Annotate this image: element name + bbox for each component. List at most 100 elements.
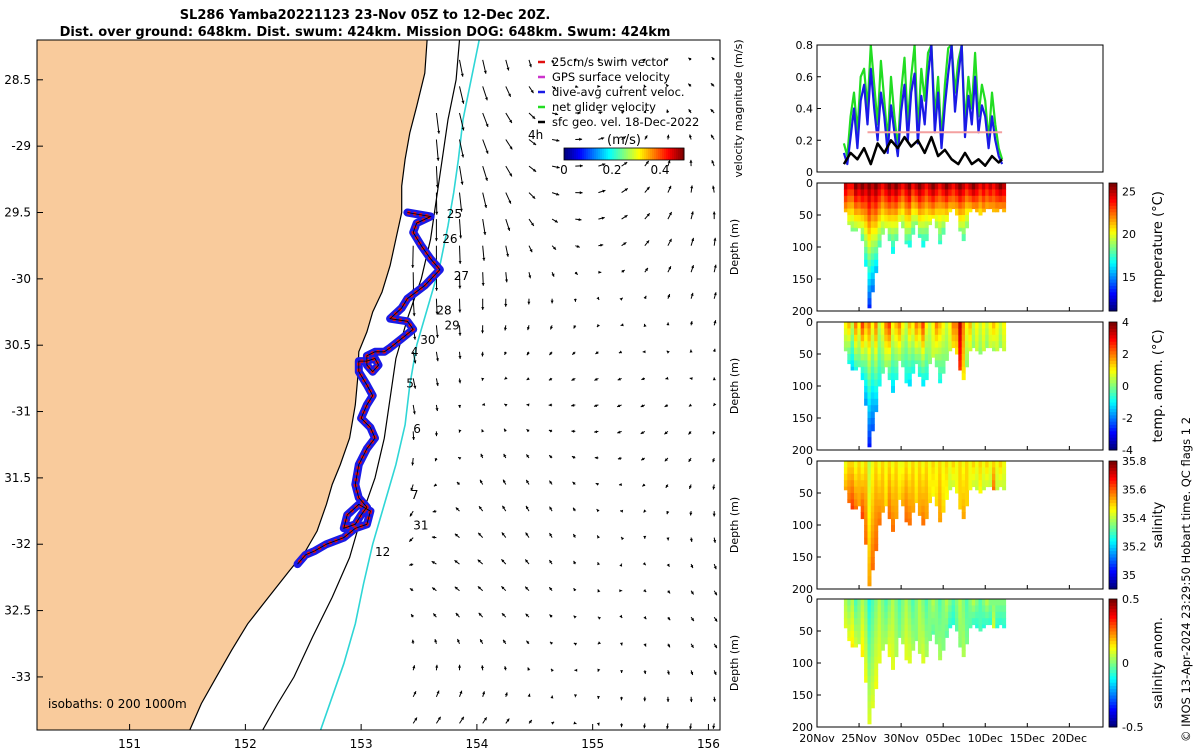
section-cell (911, 360, 916, 368)
section-cell (891, 334, 895, 342)
section-cell (955, 183, 959, 190)
section-cell (924, 473, 929, 481)
section-cell (975, 467, 980, 475)
section-cell (854, 328, 858, 336)
geo-velocity-arrowhead (458, 261, 462, 264)
section-cell (921, 605, 926, 613)
section-cell (965, 605, 969, 613)
section-cell (877, 650, 882, 658)
section-cell (921, 518, 926, 526)
section-cell (928, 631, 932, 638)
section-colorbar-tick-label: 15 (1122, 271, 1136, 284)
section-cell (867, 227, 872, 235)
geo-velocity-arrow (459, 86, 465, 104)
section-cell (860, 618, 865, 626)
section-colorbar (1109, 183, 1117, 312)
geo-velocity-arrowhead (481, 377, 485, 381)
section-cell (938, 461, 943, 468)
section-cell (944, 624, 949, 632)
section-cell (860, 195, 865, 203)
section-cell (971, 473, 976, 481)
section-cell (965, 493, 969, 500)
section-cell (864, 467, 869, 475)
section-cell (988, 183, 993, 190)
colorbar-segment (634, 148, 637, 160)
geo-velocity-arrowhead (526, 505, 529, 510)
geo-velocity-arrowhead (477, 586, 481, 590)
section-colorbar-segment (1109, 301, 1117, 306)
geo-velocity-arrowhead (483, 717, 487, 721)
section-cell (955, 486, 959, 494)
section-cell (864, 215, 869, 222)
geo-velocity-arrowhead (668, 185, 672, 189)
section-cell (921, 486, 926, 494)
section-cell (958, 637, 963, 645)
section-cell (887, 624, 892, 632)
section-cell (847, 499, 852, 504)
section-cell (894, 512, 899, 520)
geo-velocity-arrowhead (641, 457, 645, 461)
section-cell (843, 473, 848, 481)
geo-velocity-arrowhead (556, 165, 560, 169)
section-cell (867, 563, 872, 571)
section-cell (887, 215, 892, 222)
section-cell (860, 650, 865, 658)
section-cell (874, 531, 879, 539)
geo-velocity-arrowhead (432, 509, 436, 513)
section-cell (921, 202, 926, 210)
section-cell (864, 493, 869, 500)
section-cell (938, 605, 943, 613)
section-cell (911, 189, 916, 197)
geo-velocity-arrowhead (712, 725, 716, 729)
section-cell (867, 215, 872, 222)
section-cell (854, 480, 858, 488)
section-cell (938, 611, 943, 619)
section-cell (904, 505, 909, 513)
section-cell (998, 605, 1003, 613)
colorbar-segment (664, 148, 667, 160)
geo-velocity-arrowhead (507, 227, 511, 231)
geo-velocity-arrowhead (549, 533, 553, 537)
section-cell (907, 650, 912, 658)
section-cell (870, 328, 875, 336)
section-colorbar-segment (1109, 398, 1117, 403)
section-y-tick-label: 150 (792, 551, 813, 564)
section-colorbar-segment (1109, 350, 1117, 355)
section-cell (867, 473, 872, 481)
section-cell (934, 605, 939, 613)
section-cell (955, 618, 959, 626)
section-cell (877, 234, 882, 242)
section-cell (995, 183, 1000, 190)
section-y-tick-label: 50 (799, 209, 813, 222)
section-colorbar-segment (1109, 224, 1117, 229)
section-cell (921, 366, 926, 374)
section-cell (917, 512, 922, 516)
geo-velocity-arrowhead (689, 512, 693, 516)
geo-velocity-arrowhead (504, 428, 507, 432)
section-colorbar-segment (1109, 291, 1117, 296)
section-cell (965, 637, 969, 645)
section-cell (934, 486, 939, 494)
section-cell (864, 328, 869, 336)
section-cell (978, 202, 983, 210)
section-cell (870, 537, 875, 545)
section-cell (948, 202, 953, 210)
section-cell (894, 183, 899, 190)
section-cell (951, 473, 956, 481)
section-cell (894, 366, 899, 374)
section-cell (938, 354, 943, 361)
section-cell (985, 461, 990, 468)
section-cell (857, 637, 862, 645)
section-cell (941, 366, 946, 374)
section-colorbar-tick-label: 35.4 (1122, 512, 1147, 525)
section-cell (928, 334, 932, 342)
section-cell (965, 347, 969, 355)
geo-velocity-arrowhead (434, 433, 438, 437)
section-cell (944, 461, 949, 468)
section-cell (894, 234, 899, 242)
track-day-label: 4 (411, 345, 419, 359)
geo-velocity-arrow (412, 298, 415, 317)
section-cell (955, 189, 959, 197)
section-cell (907, 215, 912, 222)
section-cell (971, 618, 976, 626)
